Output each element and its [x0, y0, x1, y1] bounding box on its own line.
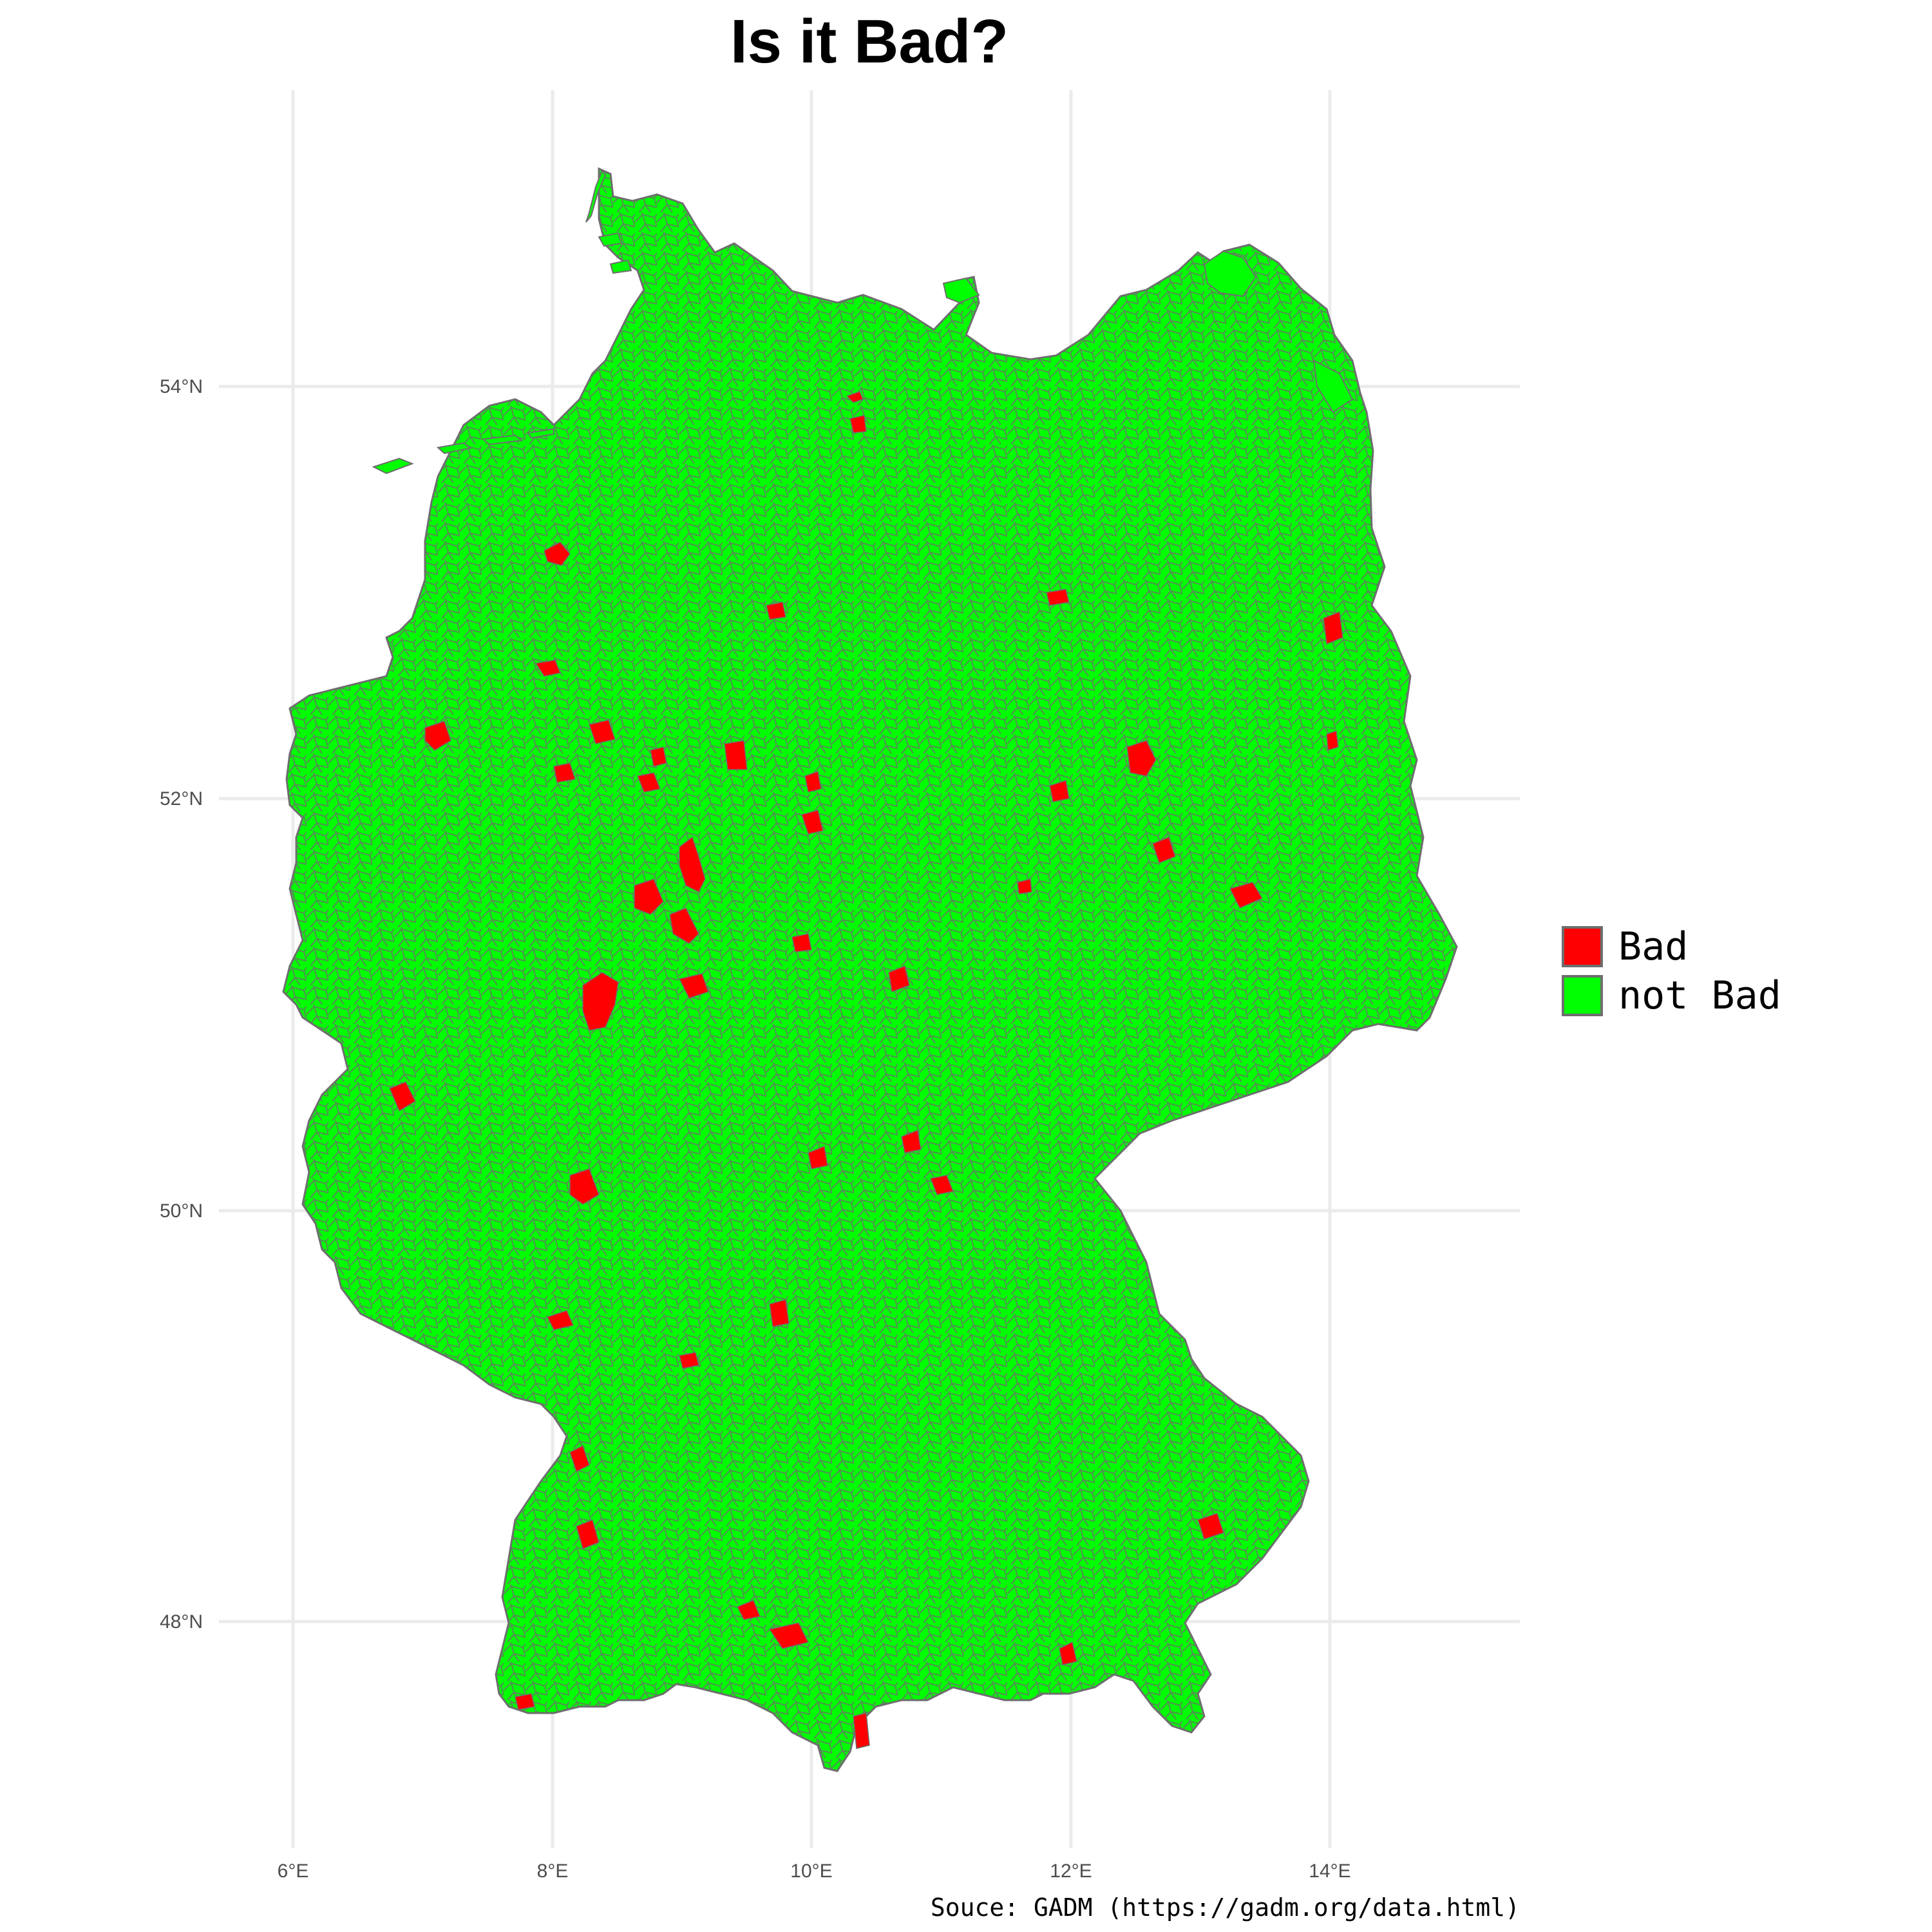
bad-region-12	[678, 973, 709, 999]
bad-region-15	[801, 810, 824, 835]
legend-item-bad: Bad	[1562, 922, 1781, 971]
bad-region-27	[389, 1081, 416, 1112]
bad-region-11	[669, 907, 699, 944]
bad-region-32	[769, 1299, 790, 1327]
bad-region-33	[679, 1352, 699, 1369]
bad-region-23	[1323, 611, 1343, 645]
y-tick-label: 54°N	[160, 376, 203, 397]
bad-region-4	[589, 719, 616, 744]
bad-region-26	[791, 933, 812, 952]
bad-region-6	[724, 740, 748, 770]
bad-region-9	[679, 836, 706, 893]
bad-region-40	[1059, 1641, 1077, 1665]
bad-region-29	[808, 1145, 828, 1170]
y-tick-label: 50°N	[160, 1200, 203, 1222]
bad-region-24	[1326, 730, 1339, 751]
legend-swatch-not-bad	[1562, 975, 1603, 1016]
bad-region-5	[553, 762, 576, 783]
bad-region-10	[634, 878, 664, 915]
bad-region-2	[535, 659, 562, 677]
island-pellworm	[609, 259, 632, 274]
municipality-boundaries	[283, 169, 1457, 1771]
x-tick-label: 8°E	[537, 1861, 569, 1882]
bad-region-38	[768, 1622, 810, 1649]
source-caption: Souce: GADM (https://gadm.org/data.html)	[930, 1893, 1520, 1922]
island-sylt	[585, 169, 607, 223]
bad-region-1	[544, 542, 571, 566]
island-frisian-2	[436, 442, 472, 455]
bad-region-3	[424, 721, 451, 751]
bad-region-35	[569, 1444, 590, 1473]
bad-region-19	[1046, 589, 1070, 606]
bad-region-20	[1126, 740, 1157, 777]
bad-region-18	[849, 415, 867, 433]
x-tick-label: 10°E	[790, 1861, 832, 1882]
bad-region-44	[1049, 780, 1070, 802]
legend-label-not-bad: not Bad	[1618, 973, 1781, 1018]
legend-swatch-bad	[1562, 926, 1603, 967]
x-axis-labels: 6°E 8°E 10°E 12°E 14°E	[278, 1861, 1351, 1882]
bad-region-30	[901, 1129, 922, 1153]
germany-map	[282, 167, 1458, 1772]
x-tick-label: 6°E	[278, 1861, 309, 1882]
bad-region-22	[1229, 882, 1264, 909]
island-foehr	[598, 232, 623, 247]
island-ruegen	[1203, 250, 1257, 298]
bad-region-39	[853, 1712, 870, 1749]
island-frisian-1	[372, 457, 414, 475]
legend: Bad not Bad	[1562, 922, 1781, 1020]
legend-label-bad: Bad	[1618, 924, 1689, 969]
y-tick-label: 48°N	[160, 1611, 203, 1633]
bad-region-37	[736, 1600, 761, 1620]
x-tick-label: 12°E	[1050, 1861, 1092, 1882]
bad-region-36	[576, 1519, 600, 1550]
y-axis-labels: 54°N 52°N 50°N 48°N	[160, 376, 203, 1633]
bad-region-8	[650, 746, 667, 767]
bad-region-25	[888, 965, 910, 993]
bad-region-41	[1197, 1513, 1224, 1540]
bad-region-31	[929, 1175, 954, 1195]
island-frisian-3	[481, 434, 524, 446]
bad-region-16	[766, 601, 786, 620]
bad-regions	[389, 391, 1343, 1749]
bad-region-28	[569, 1168, 600, 1205]
bad-region-43	[1017, 878, 1032, 895]
islands	[372, 169, 1354, 475]
bad-region-13	[582, 972, 619, 1031]
bad-region-14	[804, 771, 822, 793]
bad-region-21	[1152, 837, 1176, 864]
y-tick-label: 52°N	[160, 788, 203, 810]
map-title: Is it Bad?	[730, 7, 1009, 76]
island-fehmarn	[942, 277, 980, 304]
legend-item-not-bad: not Bad	[1562, 971, 1781, 1020]
x-tick-label: 14°E	[1309, 1861, 1350, 1882]
island-usedom	[1312, 359, 1354, 413]
island-frisian-4	[527, 428, 554, 439]
bad-region-42	[515, 1693, 535, 1710]
bad-region-7	[636, 772, 661, 793]
bad-region-34	[546, 1310, 574, 1331]
bad-region-17	[846, 391, 864, 403]
